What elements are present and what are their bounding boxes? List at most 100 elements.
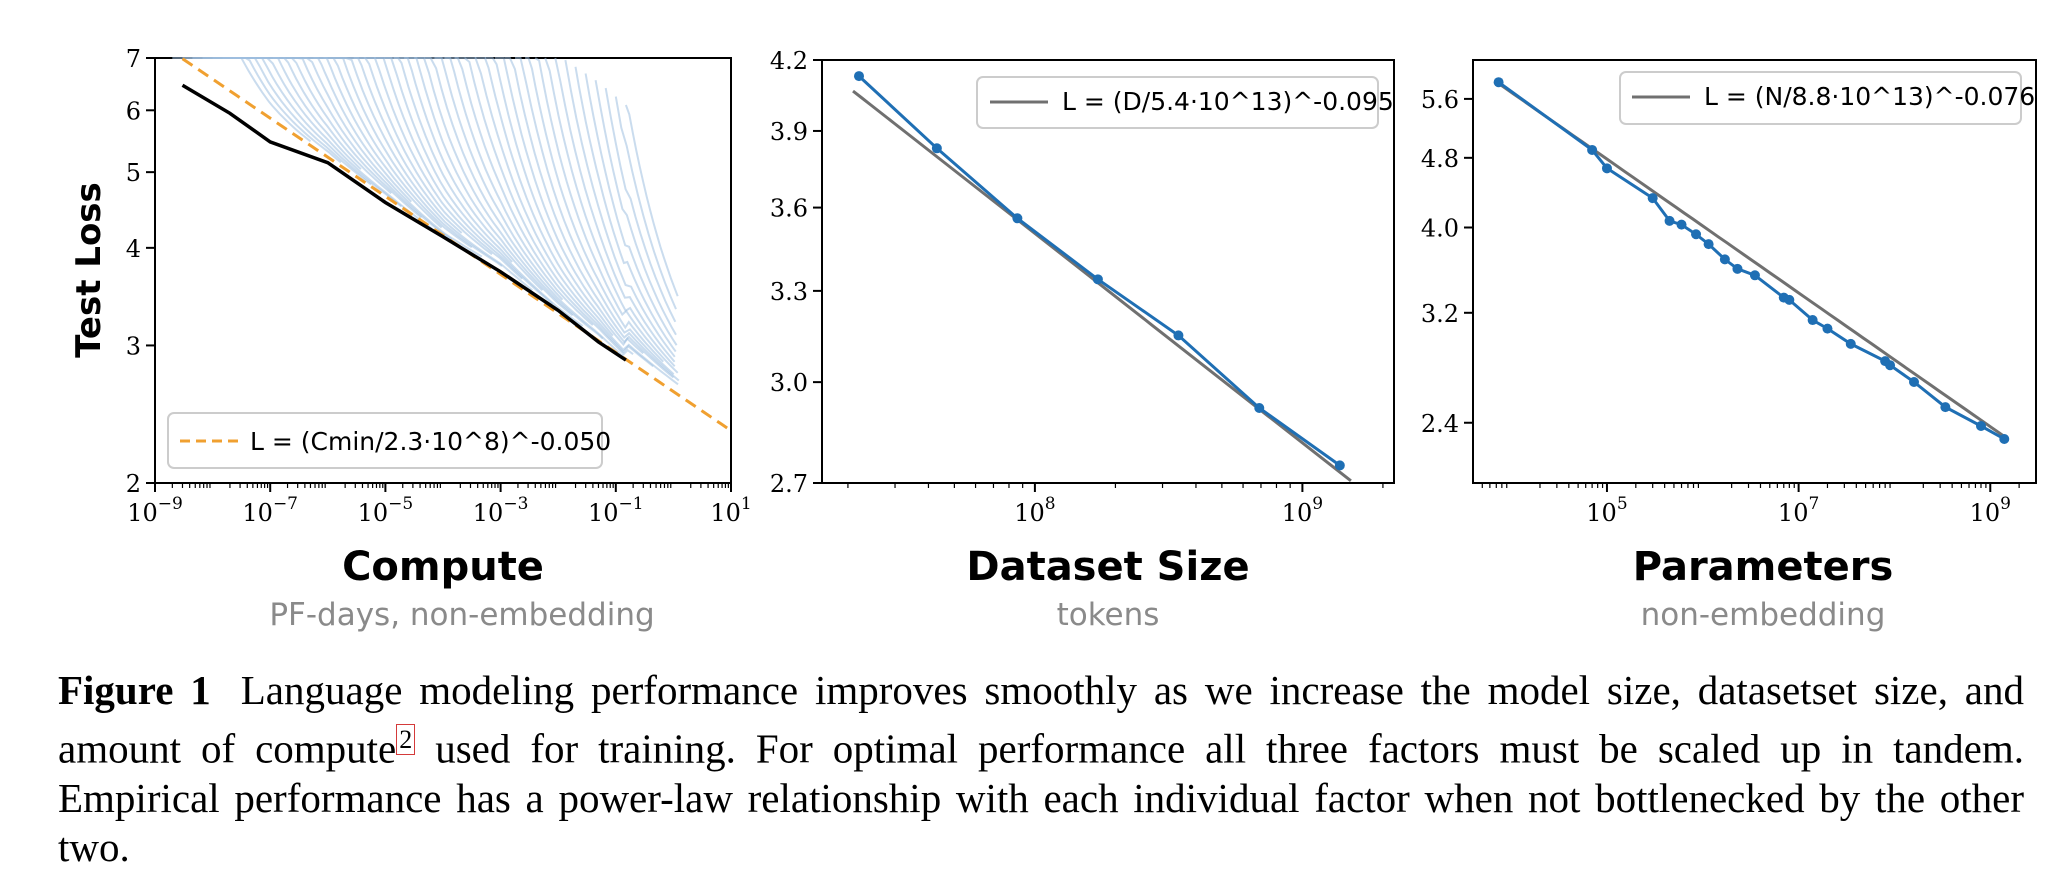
- training-run-curve: [534, 57, 679, 374]
- frontier-curve: [181, 83, 627, 362]
- training-run-curve: [424, 57, 564, 301]
- training-run-curve: [515, 57, 675, 375]
- y-tick-label: 2.4: [1421, 410, 1459, 438]
- data-point: [1999, 434, 2010, 445]
- parameters-plot-frame: [1472, 59, 2037, 484]
- dataset-x-axis-subtitle: tokens: [1057, 597, 1160, 633]
- dataset-fit-line: [852, 89, 1352, 482]
- y-tick-label: 3: [126, 332, 141, 360]
- x-tick-label: 10−1: [588, 494, 644, 527]
- y-tick-label: 5: [126, 159, 141, 187]
- data-point: [1092, 274, 1103, 285]
- parameters-x-axis-title: Parameters: [1633, 544, 1894, 590]
- data-point: [1601, 163, 1612, 174]
- dataset-legend-box: [976, 76, 1379, 129]
- training-run-curve: [614, 96, 677, 310]
- data-point: [1940, 402, 1951, 413]
- y-tick-label: 2: [126, 470, 141, 498]
- data-point: [1807, 315, 1818, 326]
- training-run-curve: [484, 57, 644, 355]
- x-tick-label: 10−7: [242, 494, 298, 527]
- dataset-panel: 108 109 2.7 3.0 3.3 3.6 3.9 4.2 L = (D/5.4·10^1…: [770, 47, 1395, 633]
- data-point: [1173, 330, 1184, 341]
- y-tick-label: 7: [126, 45, 141, 73]
- data-point: [1254, 403, 1265, 414]
- fit-curve: [852, 89, 1352, 482]
- parameters-x-axis-subtitle: non-embedding: [1641, 597, 1886, 633]
- y-tick-label: 4.2: [770, 47, 808, 75]
- training-run-curve: [414, 57, 634, 357]
- data-point: [1587, 144, 1598, 155]
- training-run-curve: [604, 87, 677, 323]
- y-tick-label: 3.3: [770, 278, 808, 306]
- y-tick-label: 2.7: [770, 470, 808, 498]
- training-run-curve: [444, 57, 624, 354]
- data-point: [1664, 215, 1675, 226]
- compute-efficient-frontier: [181, 83, 627, 362]
- training-run-curve: [504, 57, 680, 382]
- caption-label: Figure 1: [58, 667, 211, 713]
- training-run-curve: [594, 80, 677, 336]
- compute-x-axis-subtitle: PF-days, non-embedding: [269, 597, 654, 633]
- footnote-link[interactable]: 2: [396, 724, 416, 755]
- training-run-curve: [404, 57, 604, 340]
- data-point: [1691, 229, 1702, 240]
- parameters-series: [1493, 77, 2010, 445]
- training-run-curve: [554, 57, 676, 363]
- data-point: [1784, 294, 1795, 305]
- dataset-legend-label: L = (D/5.4·10^13)^-0.095: [1062, 87, 1394, 116]
- dataset-axis-ticks: 108 109 2.7 3.0 3.3 3.6 3.9 4.2: [770, 47, 1384, 527]
- x-tick-label: 105: [1586, 494, 1627, 527]
- series-line: [857, 74, 1341, 467]
- x-tick-label: 109: [1282, 494, 1323, 527]
- y-tick-label: 3.9: [770, 118, 808, 146]
- dataset-x-axis-title: Dataset Size: [966, 544, 1249, 590]
- data-point: [1732, 263, 1743, 274]
- x-tick-label: 107: [1778, 494, 1819, 527]
- training-run-curve: [394, 57, 574, 317]
- data-point: [1845, 338, 1856, 349]
- data-point: [1703, 239, 1714, 250]
- compute-legend-label: L = (Cmin/2.3·10^8)^-0.050: [250, 427, 611, 456]
- data-point: [1975, 420, 1986, 431]
- training-run-curve: [202, 57, 402, 208]
- y-tick-label: 4: [126, 235, 141, 263]
- parameters-legend-box: [1619, 71, 2022, 125]
- caption-text-after: used for training. For optimal performan…: [58, 725, 2024, 870]
- training-run-curve: [525, 57, 665, 363]
- y-tick-label: 6: [126, 97, 141, 125]
- training-run-curve: [564, 59, 676, 358]
- compute-x-axis-title: Compute: [342, 544, 544, 590]
- x-tick-label: 101: [710, 494, 751, 527]
- data-point: [1334, 460, 1345, 471]
- y-tick-label: 3.2: [1421, 300, 1459, 328]
- compute-panel: 10−9 10−7 10−5 10−3 10−1 101 2 3 4 5 6 7 L = (Cmin/…: [69, 45, 752, 633]
- training-run-curve: [434, 57, 594, 326]
- figure-caption: Figure 1 Language modeling performance im…: [58, 666, 2024, 872]
- parameters-legend-label: L = (N/8.8·10^13)^-0.076: [1704, 82, 2035, 111]
- y-tick-label: 3.6: [770, 195, 808, 223]
- parameters-panel: 105 107 109 2.4 3.2 4.0 4.8 5.6 L = (N/8.8·10^1…: [1421, 59, 2037, 633]
- data-point: [1719, 254, 1730, 265]
- compute-axis-ticks: 10−9 10−7 10−5 10−3 10−1 101 2 3 4 5 6 7: [126, 45, 752, 527]
- training-run-curve: [474, 57, 614, 337]
- series-line: [1497, 80, 2006, 441]
- training-run-curve: [574, 66, 677, 353]
- training-run-curve: [544, 57, 676, 367]
- training-run-curve: [384, 57, 544, 292]
- data-point: [853, 71, 864, 82]
- data-point: [1012, 213, 1023, 224]
- parameters-legend: L = (N/8.8·10^13)^-0.076: [1619, 71, 2035, 125]
- data-point: [1676, 219, 1687, 230]
- y-tick-label: 4.8: [1421, 145, 1459, 173]
- parameters-axis-ticks: 105 107 109 2.4 3.2 4.0 4.8 5.6: [1421, 86, 2020, 527]
- y-tick-label: 3.0: [770, 369, 808, 397]
- compute-legend: L = (Cmin/2.3·10^8)^-0.050: [167, 412, 611, 469]
- x-tick-label: 108: [1014, 494, 1055, 527]
- x-tick-label: 10−3: [473, 494, 529, 527]
- compute-legend-box: [167, 412, 603, 469]
- data-point: [931, 143, 942, 154]
- training-run-curve: [172, 57, 312, 143]
- y-tick-label: 5.6: [1421, 86, 1459, 114]
